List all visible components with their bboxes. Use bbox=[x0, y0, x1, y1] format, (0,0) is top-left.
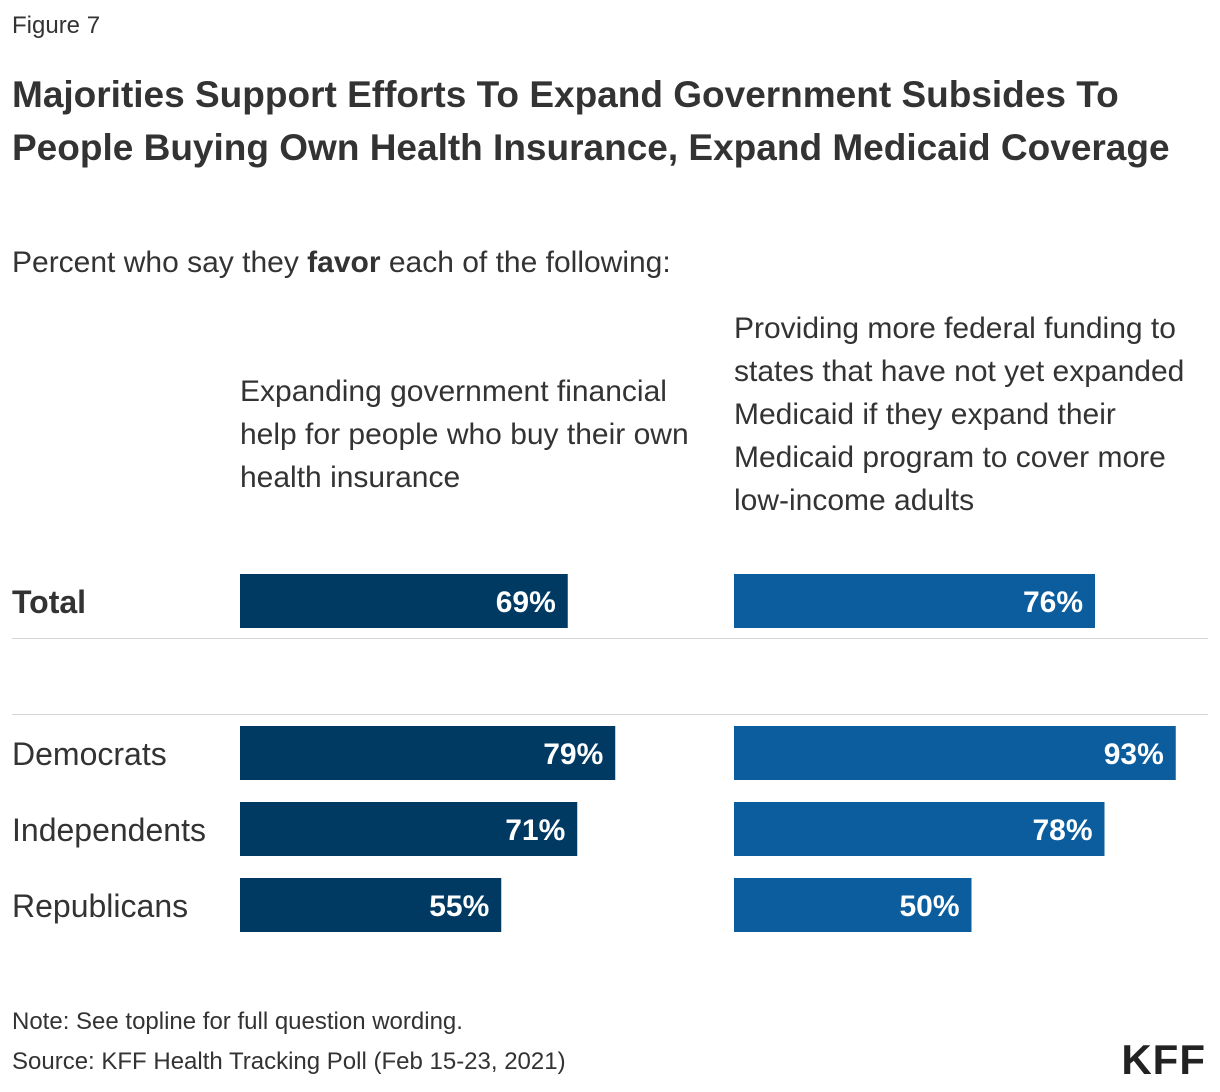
subtitle-suffix: each of the following: bbox=[380, 246, 671, 279]
bar-s2-democrats bbox=[734, 726, 1176, 780]
series-2-header: Providing more federal funding to states… bbox=[734, 312, 1185, 517]
bar-label-s2-republicans: 50% bbox=[899, 890, 959, 923]
row-label-total: Total bbox=[12, 584, 87, 620]
bar-label-s1-independents: 71% bbox=[505, 814, 565, 847]
divider-groups bbox=[12, 714, 1208, 715]
bar-s2-independents bbox=[734, 802, 1105, 856]
subtitle-emphasis: favor bbox=[307, 246, 381, 279]
chart-subtitle: Percent who say they favor each of the f… bbox=[12, 246, 671, 280]
row-label-republicans: Republicans bbox=[12, 888, 189, 924]
bar-s1-republicans bbox=[240, 878, 502, 932]
bar-label-s1-republicans: 55% bbox=[429, 890, 489, 923]
bar-s1-total bbox=[240, 574, 568, 628]
bar-label-s2-total: 76% bbox=[1023, 586, 1083, 619]
bar-s2-total bbox=[734, 574, 1095, 628]
footnote: Note: See topline for full question word… bbox=[12, 1008, 463, 1035]
figure-label: Figure 7 bbox=[12, 12, 101, 39]
chart-title: Majorities Support Efforts To Expand Gov… bbox=[12, 74, 1170, 168]
bar-label-s2-independents: 78% bbox=[1032, 814, 1092, 847]
bar-s1-independents bbox=[240, 802, 578, 856]
subtitle-prefix: Percent who say they bbox=[12, 246, 308, 279]
bar-s1-democrats bbox=[240, 726, 616, 780]
bar-label-s1-democrats: 79% bbox=[543, 738, 603, 771]
row-label-democrats: Democrats bbox=[12, 736, 167, 772]
bar-s2-republicans bbox=[734, 878, 972, 932]
series-1-header: Expanding government financial help for … bbox=[240, 375, 689, 494]
bar-label-s2-democrats: 93% bbox=[1104, 738, 1164, 771]
divider-total bbox=[12, 638, 1208, 639]
kff-logo: KFF bbox=[1121, 1036, 1206, 1083]
bar-label-s1-total: 69% bbox=[496, 586, 556, 619]
source-note: Source: KFF Health Tracking Poll (Feb 15… bbox=[12, 1048, 566, 1075]
row-label-independents: Independents bbox=[12, 812, 206, 848]
